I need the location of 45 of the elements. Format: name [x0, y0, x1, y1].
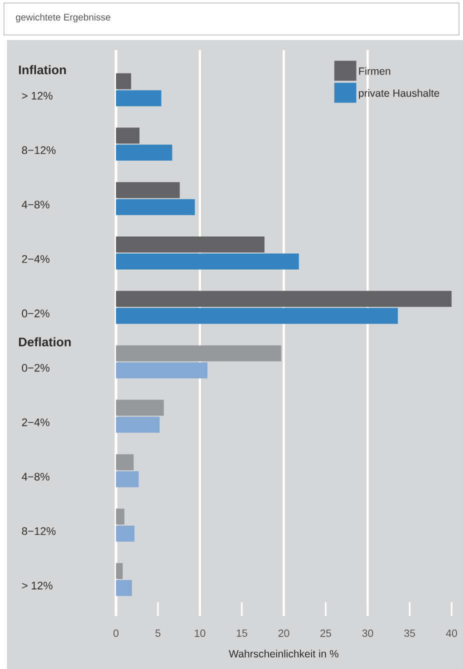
bar	[116, 308, 398, 324]
bar	[116, 128, 140, 144]
y-tick-label: 0−2%	[22, 364, 50, 372]
x-tick-label: 20	[278, 630, 290, 637]
bar	[116, 73, 132, 90]
bar	[116, 236, 264, 252]
bar	[116, 90, 162, 106]
bar	[116, 345, 282, 362]
bar	[116, 471, 139, 488]
y-tick-label: 4−8%	[22, 472, 50, 481]
bar	[116, 400, 164, 416]
y-tick-label: 2−4%	[22, 418, 50, 426]
bar	[116, 580, 132, 596]
bar	[116, 563, 123, 580]
bar	[116, 526, 134, 542]
bar	[116, 199, 195, 216]
y-tick-label: 2−4%	[22, 255, 50, 263]
bar	[116, 254, 299, 270]
x-tick-label: 15	[236, 630, 248, 637]
bar	[116, 454, 134, 470]
bar	[116, 182, 180, 198]
y-tick-label: 4−8%	[22, 200, 50, 208]
bar	[116, 508, 124, 525]
legend-label: private Haushalte	[358, 89, 440, 99]
x-tick-label: 35	[404, 630, 416, 637]
y-tick-label: 8−12%	[22, 527, 56, 535]
x-tick-label: 40	[446, 630, 457, 637]
x-tick-label: 10	[194, 630, 206, 637]
chart-title: gewichtete Ergebnisse	[16, 14, 110, 22]
x-tick-label: 30	[362, 630, 374, 637]
x-tick-label: 5	[155, 630, 160, 637]
bar	[116, 144, 172, 161]
text: Inflation	[19, 65, 66, 74]
y-tick-label: > 12%	[22, 92, 52, 100]
bar	[116, 290, 452, 307]
bar	[116, 362, 208, 378]
text: Deflation	[19, 337, 71, 346]
x-tick-label: 25	[320, 630, 332, 637]
x-tick-label: 0	[113, 630, 118, 637]
legend-label: Firmen	[359, 67, 390, 75]
y-tick-label: > 12%	[22, 582, 52, 590]
x-axis-title: Wahrscheinlichkeit in %	[228, 650, 338, 658]
y-tick-label: 0−2%	[22, 310, 50, 318]
bar	[116, 416, 160, 433]
y-tick-label: 8−12%	[22, 146, 56, 154]
